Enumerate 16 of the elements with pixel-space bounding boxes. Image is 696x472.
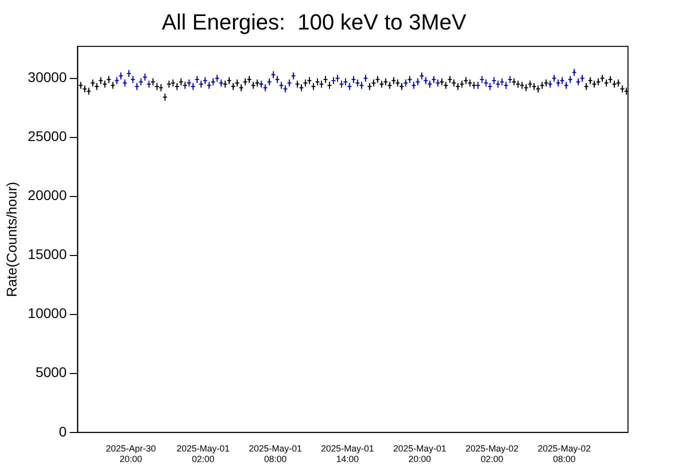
chart-title: All Energies: 100 keV to 3MeV (162, 9, 467, 34)
y-tick-label: 15000 (28, 246, 67, 262)
y-tick-label: 5000 (36, 364, 67, 380)
x-tick-label: 2025-May-01 08:00 (248, 443, 302, 464)
y-tick-label: 30000 (28, 69, 67, 86)
y-tick-label: 25000 (28, 128, 67, 144)
x-tick-label: 2025-May-01 14:00 (321, 443, 374, 464)
y-tick-label: 0 (58, 423, 67, 440)
x-tick-label: 2025-May-01 02:00 (176, 443, 230, 464)
x-tick-label: 2025-May-02 02:00 (465, 443, 519, 464)
y-axis-title: Rate(Counts/hour) (3, 182, 20, 297)
y-tick-label: 20000 (28, 187, 67, 204)
x-tick-label: 2025-May-02 08:00 (538, 443, 591, 464)
x-tick-label: 2025-Apr-30 20:00 (106, 443, 156, 464)
x-tick-label: 2025-May-01 20:00 (393, 443, 446, 464)
y-tick-label: 10000 (28, 305, 67, 322)
